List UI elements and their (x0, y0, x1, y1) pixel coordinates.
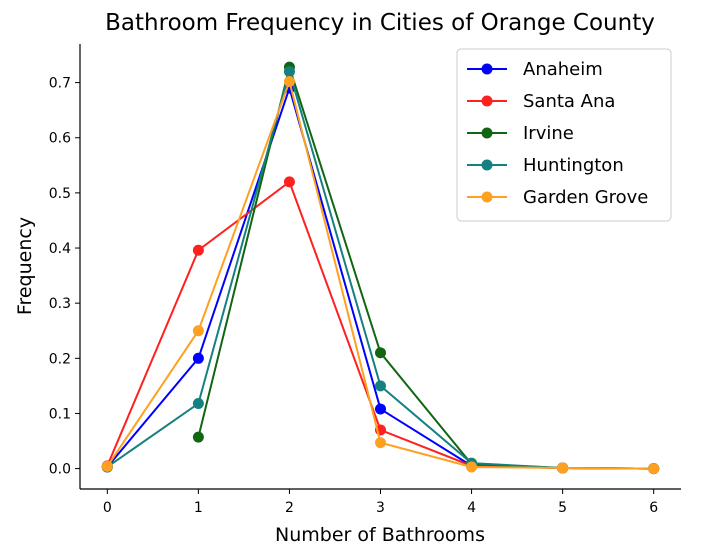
legend-label-garden-grove: Garden Grove (523, 187, 648, 208)
data-point-huntington (283, 66, 295, 78)
legend-label-irvine: Irvine (523, 123, 574, 144)
data-point-garden-grove (466, 461, 478, 473)
x-tick-label: 6 (649, 500, 658, 516)
data-point-garden-grove (192, 325, 204, 337)
legend-marker-anaheim (481, 63, 493, 75)
legend-marker-santa-ana (481, 95, 493, 107)
plot-area: 0 1 2 3 4 5 6 0.0 0.1 0.2 0.3 0.4 0.5 0.6 0.7 (49, 44, 681, 516)
legend-label-anaheim: Anaheim (523, 59, 603, 80)
legend: Anaheim Santa Ana Irvine Huntington Garden G… (456, 48, 672, 222)
x-tick-label: 2 (285, 500, 294, 516)
y-tick-label: 0.0 (49, 462, 71, 478)
data-point-santa-ana (283, 176, 295, 188)
y-tick-label: 0.2 (49, 351, 71, 367)
y-tick-label: 0.3 (49, 296, 71, 312)
data-point-garden-grove (557, 462, 569, 474)
data-point-anaheim (192, 352, 204, 364)
x-tick-label: 0 (103, 500, 112, 516)
data-point-garden-grove (283, 75, 295, 87)
y-tick-label: 0.1 (49, 406, 71, 422)
x-axis-label: Number of Bathrooms (275, 524, 485, 546)
legend-marker-garden-grove (481, 191, 493, 203)
legend-marker-irvine (481, 127, 493, 139)
data-point-huntington (192, 398, 204, 410)
y-axis-label: Frequency (14, 217, 36, 315)
data-point-irvine (192, 431, 204, 443)
data-point-santa-ana (192, 244, 204, 256)
legend-box (456, 48, 672, 222)
data-point-garden-grove (375, 437, 386, 449)
y-tick-label: 0.7 (49, 76, 71, 92)
data-point-irvine (375, 347, 386, 359)
data-point-huntington (375, 380, 386, 392)
legend-label-santa-ana: Santa Ana (523, 91, 615, 112)
chart-title: Bathroom Frequency in Cities of Orange C… (105, 10, 655, 36)
x-tick-label: 3 (376, 500, 385, 516)
y-tick-label: 0.4 (49, 241, 71, 257)
data-point-garden-grove (101, 460, 113, 472)
legend-label-huntington: Huntington (523, 155, 624, 176)
data-point-anaheim (375, 403, 386, 415)
x-tick-label: 5 (558, 500, 567, 516)
x-tick-label: 1 (194, 500, 203, 516)
y-tick-label: 0.6 (49, 131, 71, 147)
y-tick-label: 0.5 (49, 186, 71, 202)
x-tick-label: 4 (467, 500, 476, 516)
data-point-garden-grove (648, 463, 660, 475)
legend-marker-huntington (481, 159, 493, 171)
